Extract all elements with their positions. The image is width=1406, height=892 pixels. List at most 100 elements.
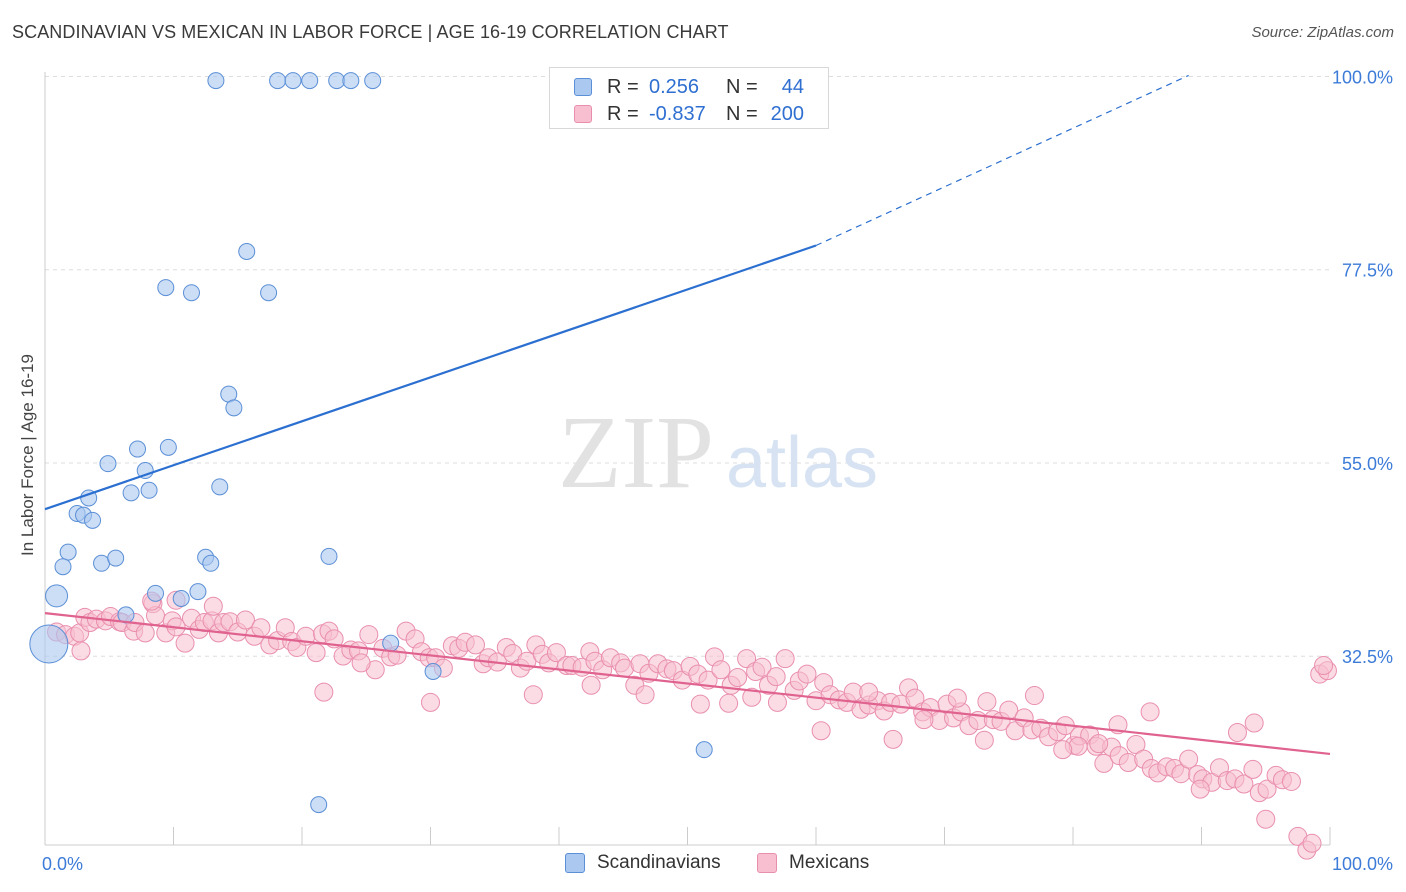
scandinavians-point xyxy=(320,547,338,565)
scandinavians-point xyxy=(93,554,111,572)
mexicans-point xyxy=(1257,779,1277,799)
mexicans-point xyxy=(1227,722,1247,742)
mexicans-point xyxy=(235,610,255,630)
y-tick-label: 100.0% xyxy=(1332,67,1393,87)
mexicans-point xyxy=(914,710,934,730)
scandinavians-point xyxy=(260,284,278,302)
series-legend: Scandinavians Mexicans xyxy=(0,852,1406,878)
x-tick-label: 100.0% xyxy=(1332,854,1393,874)
scandinavians-point xyxy=(202,554,220,572)
scandinavians-trend-extension xyxy=(815,74,1189,247)
mexicans-points xyxy=(47,590,1337,860)
scandinavians-point xyxy=(269,72,287,90)
scandinavians-point xyxy=(695,741,713,759)
scandinavians-point xyxy=(147,584,165,602)
mexicans-point xyxy=(767,692,787,712)
mexicans-point xyxy=(1179,749,1199,769)
legend-label-mexicans: Mexicans xyxy=(789,852,870,873)
scandinavians-point xyxy=(99,455,117,473)
mexicans-point xyxy=(859,682,879,702)
y-tick-label: 32.5% xyxy=(1342,647,1393,667)
scandinavians-point xyxy=(29,624,69,664)
y-tick-label: 77.5% xyxy=(1342,261,1393,281)
mexicans-point xyxy=(465,635,485,655)
legend-swatch-pink xyxy=(757,853,777,873)
mexicans-point xyxy=(711,660,731,680)
grid-lines xyxy=(45,75,1330,657)
legend-swatch-pink xyxy=(574,105,592,123)
mexicans-point xyxy=(581,675,601,695)
mexicans-point xyxy=(1126,735,1146,755)
scandinavians-point xyxy=(172,589,190,607)
mexicans-point xyxy=(742,687,762,707)
scandinavians-point xyxy=(238,243,256,261)
trend-lines xyxy=(44,74,1331,756)
watermark-atlas: atlas xyxy=(726,423,878,503)
mexicans-point xyxy=(1024,686,1044,706)
mexicans-point xyxy=(1094,753,1114,773)
correlation-legend: R = 0.256 N = 44 R = -0.837 N = 200 xyxy=(549,67,829,129)
x-tick-label: 0.0% xyxy=(42,854,83,874)
mexicans-point xyxy=(766,667,786,687)
scandinavians-point xyxy=(342,72,360,90)
scandinavians-point xyxy=(382,634,400,652)
scandinavians-point xyxy=(207,72,225,90)
tick-labels: 100.0% 77.5% 55.0% 32.5% 0.0% 100.0% xyxy=(42,67,1393,874)
mexicans-point xyxy=(359,625,379,645)
scandinavians-points xyxy=(29,72,713,814)
legend-n-value: 44 xyxy=(781,76,804,98)
legend-row-mexicans: R = -0.837 N = 200 xyxy=(550,101,828,127)
mexicans-point xyxy=(728,668,748,688)
scandinavians-point xyxy=(284,72,302,90)
scandinavians-point xyxy=(84,511,102,529)
legend-r-label: R = xyxy=(607,103,639,125)
mexicans-point xyxy=(797,664,817,684)
legend-n-label: N = xyxy=(726,103,758,125)
mexicans-point xyxy=(635,685,655,705)
mexicans-point xyxy=(306,643,326,663)
mexicans-point xyxy=(135,623,155,643)
source-label: Source: ZipAtlas.com xyxy=(1251,24,1394,41)
mexicans-point xyxy=(1314,655,1334,675)
scandinavians-point xyxy=(54,558,72,576)
mexicans-point xyxy=(1068,736,1088,756)
legend-r-value: 0.256 xyxy=(649,76,700,98)
scandinavians-point xyxy=(129,440,147,458)
mexicans-point xyxy=(314,682,334,702)
mexicans-point xyxy=(1118,753,1138,773)
legend-swatch-blue xyxy=(574,78,592,96)
mexicans-point xyxy=(1140,702,1160,722)
mexicans-point xyxy=(1256,809,1276,829)
mexicans-point xyxy=(1302,833,1322,853)
chart-title: SCANDINAVIAN VS MEXICAN IN LABOR FORCE |… xyxy=(12,22,729,42)
mexicans-point xyxy=(1243,759,1263,779)
mexicans-point xyxy=(947,688,967,708)
scandinavians-point xyxy=(328,72,346,90)
mexicans-point xyxy=(1190,779,1210,799)
scandinavians-point xyxy=(140,481,158,499)
mexicans-point xyxy=(977,692,997,712)
scandinavians-trend-line xyxy=(44,244,817,511)
axes xyxy=(44,72,1331,846)
scandinavians-point xyxy=(225,399,243,417)
y-tick-label: 55.0% xyxy=(1342,454,1393,474)
legend-row-scandinavians: R = 0.256 N = 44 xyxy=(550,74,828,100)
mexicans-point xyxy=(351,653,371,673)
scandinavians-point xyxy=(211,478,229,496)
scandinavians-point xyxy=(157,279,175,297)
scandinavians-point xyxy=(107,549,125,567)
mexicans-point xyxy=(251,618,271,638)
mexicans-point xyxy=(690,694,710,714)
mexicans-point xyxy=(421,692,440,712)
mexicans-point xyxy=(175,633,195,653)
scandinavians-point xyxy=(182,284,200,302)
mexicans-point xyxy=(811,721,831,741)
mexicans-point xyxy=(523,685,543,705)
legend-n-value: 200 xyxy=(770,103,804,125)
mexicans-point xyxy=(1244,713,1264,733)
mexicans-point xyxy=(974,730,994,750)
mexicans-point xyxy=(1089,734,1109,754)
mexicans-point xyxy=(1234,774,1254,794)
scandinavians-point xyxy=(189,583,207,601)
scandinavians-point xyxy=(45,584,69,608)
